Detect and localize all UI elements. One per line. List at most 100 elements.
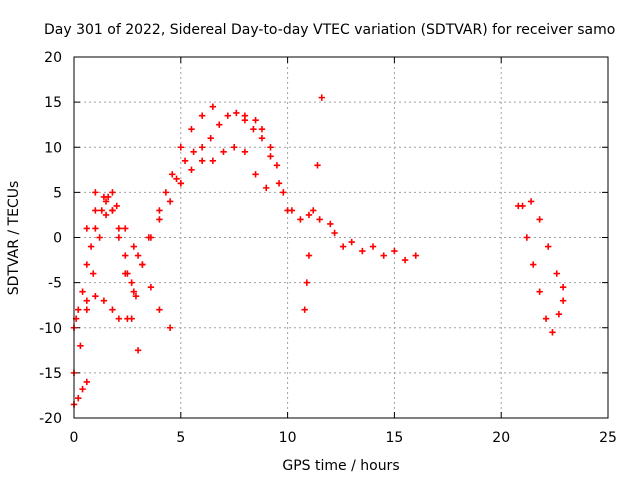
data-point <box>359 247 366 255</box>
data-point <box>542 315 550 322</box>
data-point <box>273 162 281 169</box>
data-point <box>391 247 398 255</box>
data-point <box>177 144 184 151</box>
data-point <box>549 329 556 336</box>
data-point <box>83 306 91 313</box>
axis-ticks: 0 5 10 15 20 25 -20 -15 -10 -5 0 5 10 15 20 <box>39 50 617 446</box>
data-point <box>198 112 206 119</box>
series-arc-d <box>72 180 184 322</box>
data-point <box>316 216 323 223</box>
x-tick-label: 25 <box>599 430 617 446</box>
data-point <box>98 207 105 214</box>
data-points <box>70 94 567 408</box>
data-point <box>220 148 227 155</box>
data-point <box>156 306 163 313</box>
data-point <box>124 270 131 277</box>
data-point <box>166 198 174 205</box>
data-point <box>92 292 99 300</box>
series-arc-m <box>331 229 419 264</box>
data-point <box>92 189 99 196</box>
data-point <box>207 135 214 142</box>
series-arc-h <box>124 103 217 277</box>
y-tick-label: -10 <box>39 321 62 337</box>
data-point <box>83 378 91 386</box>
data-point <box>288 207 296 214</box>
data-point <box>318 94 325 101</box>
data-point <box>122 252 129 259</box>
data-point <box>130 243 138 250</box>
data-point <box>87 243 95 250</box>
data-point <box>258 135 266 142</box>
data-point <box>77 342 84 349</box>
data-point <box>134 252 142 259</box>
series-arc-o <box>519 198 567 304</box>
data-point <box>348 238 355 246</box>
data-point <box>198 157 206 164</box>
y-tick-label: 15 <box>44 95 62 111</box>
data-point <box>96 234 103 241</box>
x-tick-label: 20 <box>492 430 510 446</box>
data-point <box>331 229 338 237</box>
data-point <box>530 261 537 268</box>
data-point <box>310 207 317 214</box>
data-point <box>156 207 163 214</box>
data-point <box>252 171 259 178</box>
data-point <box>109 207 116 214</box>
chart-title: Day 301 of 2022, Sidereal Day-to-day VTE… <box>44 22 615 38</box>
series-arc-f <box>83 198 142 354</box>
data-point <box>339 243 347 250</box>
data-point <box>90 270 97 277</box>
y-tick-label: 10 <box>44 140 62 156</box>
data-point <box>145 234 152 241</box>
data-point <box>102 198 110 205</box>
data-point <box>115 234 123 241</box>
y-tick-label: 20 <box>44 50 62 66</box>
series-arc-j <box>177 144 270 192</box>
data-point <box>536 216 543 223</box>
data-point <box>267 144 274 151</box>
data-point <box>209 103 217 110</box>
data-point <box>113 202 120 210</box>
data-point <box>190 148 197 155</box>
data-point <box>102 211 110 219</box>
data-point <box>79 288 86 295</box>
data-point <box>314 162 321 169</box>
data-point <box>275 180 283 187</box>
data-point <box>162 189 170 196</box>
data-point <box>130 288 138 295</box>
data-point <box>233 109 240 117</box>
data-point <box>559 297 567 304</box>
data-point <box>128 279 135 286</box>
data-point <box>297 216 304 223</box>
data-point <box>92 225 99 232</box>
data-point <box>305 252 313 259</box>
plot-frame <box>73 56 609 419</box>
data-point <box>303 279 311 286</box>
data-point <box>198 144 206 151</box>
data-point <box>75 394 82 402</box>
data-point <box>263 184 270 192</box>
data-point <box>100 193 108 201</box>
data-point <box>134 347 142 354</box>
data-point <box>250 126 257 133</box>
data-point <box>156 216 163 223</box>
data-point <box>177 180 184 187</box>
data-point <box>115 225 123 232</box>
data-point <box>241 112 249 119</box>
data-point <box>258 126 266 133</box>
series-arc-i <box>173 109 291 214</box>
data-point <box>166 324 174 331</box>
data-point <box>83 297 91 304</box>
data-point <box>169 171 176 178</box>
y-tick-label: -20 <box>39 411 62 427</box>
x-axis-label: GPS time / hours <box>282 458 399 474</box>
y-axis-label: SDTVAR / TECUs <box>6 181 22 296</box>
data-point <box>75 306 82 313</box>
data-point <box>305 211 313 219</box>
data-point <box>301 306 308 313</box>
data-point <box>536 288 543 295</box>
data-point <box>544 243 552 250</box>
data-point <box>231 144 238 151</box>
data-point <box>92 207 99 214</box>
